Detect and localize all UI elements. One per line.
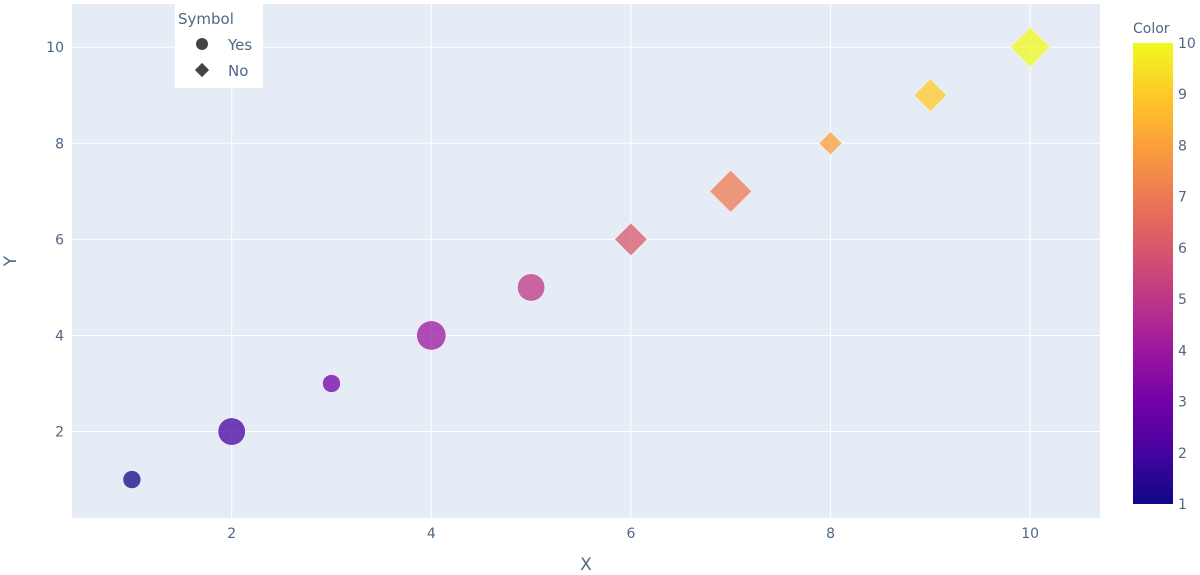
x-tick-label: 2 xyxy=(227,526,236,542)
colorbar-tick-label: 4 xyxy=(1178,343,1187,359)
y-tick-label: 6 xyxy=(55,232,64,248)
legend-background xyxy=(175,4,263,88)
y-tick-label: 10 xyxy=(46,40,64,56)
legend-title: Symbol xyxy=(178,10,234,28)
colorbar-tick-label: 5 xyxy=(1178,292,1187,308)
circle-icon xyxy=(196,38,208,50)
y-tick-label: 2 xyxy=(55,425,64,441)
colorbar-tick-label: 3 xyxy=(1178,395,1187,411)
legend-item-label: Yes xyxy=(227,36,252,54)
x-tick-label: 8 xyxy=(826,526,835,542)
x-axis-title: X xyxy=(580,555,592,575)
colorbar-tick-label: 9 xyxy=(1178,87,1187,103)
data-point-diamond xyxy=(913,78,947,112)
colorbar-tick-label: 1 xyxy=(1178,497,1187,513)
legend-item-yes[interactable]: Yes xyxy=(196,36,252,54)
colorbar-tick-label: 7 xyxy=(1178,190,1187,206)
data-point-circle xyxy=(322,374,341,393)
colorbar: Color 1 2 3 4 5 6 7 8 9 10 xyxy=(1133,21,1196,513)
colorbar-gradient xyxy=(1133,43,1173,504)
x-tick-label: 4 xyxy=(427,526,436,542)
data-point-circle xyxy=(416,320,447,351)
y-tick-label: 4 xyxy=(55,328,64,344)
colorbar-tick-label: 2 xyxy=(1178,446,1187,462)
data-point-circle xyxy=(517,273,546,302)
y-axis-title: Y xyxy=(1,255,21,267)
colorbar-tick-label: 8 xyxy=(1178,138,1187,154)
data-point-circle xyxy=(122,470,142,489)
x-tick-label: 6 xyxy=(626,526,635,542)
colorbar-tick-label: 10 xyxy=(1178,36,1196,52)
x-tick-labels: 2 4 6 8 10 xyxy=(227,526,1039,542)
data-point-diamond xyxy=(818,131,843,156)
data-point-diamond xyxy=(709,169,753,213)
colorbar-title: Color xyxy=(1133,21,1170,37)
x-tick-label: 10 xyxy=(1021,526,1039,542)
colorbar-tick-label: 6 xyxy=(1178,241,1187,257)
y-tick-label: 8 xyxy=(55,136,64,152)
data-point-diamond xyxy=(614,222,648,257)
y-tick-labels: 2 4 6 8 10 xyxy=(46,40,64,440)
legend-item-label: No xyxy=(228,62,248,80)
data-points xyxy=(122,26,1051,489)
legend[interactable]: Symbol Yes No xyxy=(175,4,263,88)
colorbar-tick-labels: 1 2 3 4 5 6 7 8 9 10 xyxy=(1178,36,1196,513)
gridlines xyxy=(72,4,1100,518)
data-point-circle xyxy=(217,417,246,446)
data-point-diamond xyxy=(1009,26,1051,68)
